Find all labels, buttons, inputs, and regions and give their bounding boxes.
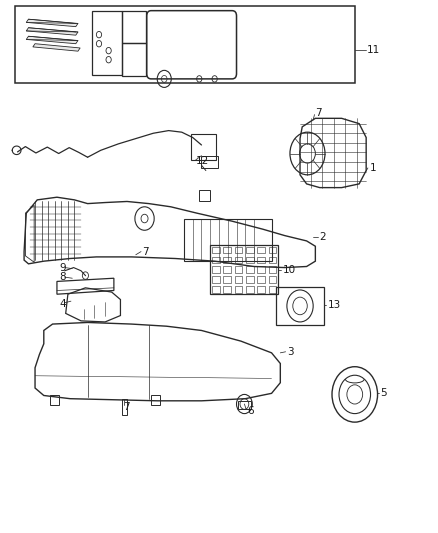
Bar [235,266,243,273]
Polygon shape [33,44,80,51]
Text: 7: 7 [315,108,322,118]
Text: 8: 8 [59,272,66,282]
Bar [235,256,243,263]
Bar [235,276,243,283]
Bar [257,276,265,283]
Bar [257,247,265,253]
Bar [223,266,231,273]
Bar [210,245,278,294]
Text: 7: 7 [124,402,130,412]
Polygon shape [26,36,78,44]
Bar [223,256,231,263]
Bar [257,266,265,273]
Bar [184,219,272,261]
Text: 1: 1 [370,163,376,173]
Text: 2: 2 [320,232,326,242]
Bar [15,6,355,83]
Bar [246,266,254,273]
Polygon shape [26,19,78,27]
Bar [151,395,160,405]
Bar [268,247,276,253]
Text: 6: 6 [247,407,254,416]
Bar [238,401,251,409]
Bar [223,247,231,253]
Bar [191,134,216,160]
Bar [50,395,59,405]
Bar [246,256,254,263]
Text: 11: 11 [367,45,380,55]
Bar [235,247,243,253]
Bar [246,286,254,293]
Bar [212,286,220,293]
Bar [268,266,276,273]
Bar [246,276,254,283]
Bar [122,43,146,76]
Bar [212,266,220,273]
Bar [223,286,231,293]
Text: 5: 5 [380,389,387,398]
Bar [276,287,324,325]
Text: 7: 7 [142,247,149,256]
Bar [201,156,218,168]
Text: 9: 9 [59,263,66,272]
Text: 3: 3 [287,347,293,357]
Bar [268,276,276,283]
Polygon shape [26,28,78,35]
Bar [212,256,220,263]
Bar [212,276,220,283]
Bar [199,190,210,201]
Bar [122,11,146,43]
Bar [268,256,276,263]
Bar [223,276,231,283]
Text: 10: 10 [283,265,296,274]
Bar [246,247,254,253]
Bar [235,286,243,293]
Bar [257,256,265,263]
Bar [257,286,265,293]
Bar [92,11,122,75]
Text: 4: 4 [59,299,66,309]
Bar [212,247,220,253]
Text: 13: 13 [328,300,341,310]
Text: 12: 12 [196,156,209,166]
Bar [268,286,276,293]
Bar [122,399,127,415]
